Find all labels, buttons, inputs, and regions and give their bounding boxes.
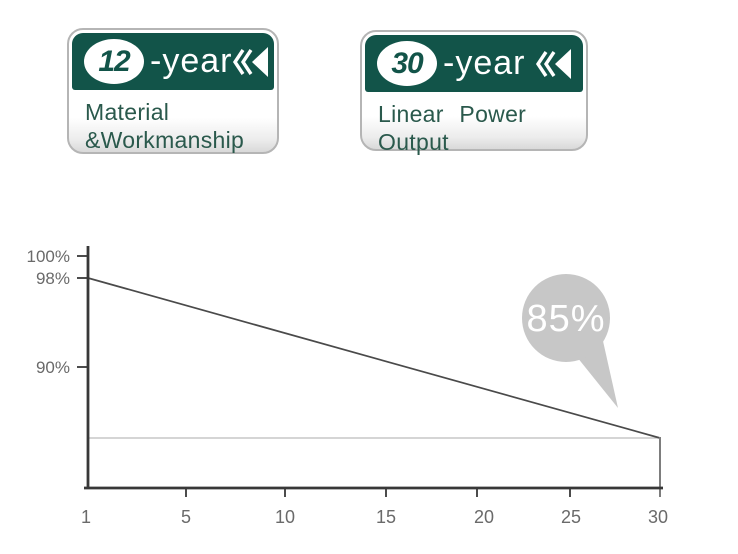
x-tick-label-1: 1	[81, 507, 91, 527]
description-line: Output	[378, 129, 449, 156]
rewind-icon	[535, 48, 571, 79]
year-number: 12	[98, 44, 130, 78]
callout-value-label: 85%	[526, 298, 605, 340]
year-number-oval: 30	[377, 41, 437, 86]
x-tick-label-10: 10	[275, 507, 295, 527]
x-tick-label-25: 25	[561, 507, 581, 527]
x-tick-label-20: 20	[474, 507, 494, 527]
badge-30-year: 30 -year Linear Power Output	[360, 30, 588, 155]
year-number-oval: 12	[84, 39, 144, 84]
year-suffix: -year	[150, 42, 233, 80]
callout-circle	[522, 274, 610, 362]
badge-12-year-header: 12 -year	[72, 33, 274, 90]
y-tick-label-98: 98%	[36, 269, 70, 288]
y-tick-label-90: 90%	[36, 358, 70, 377]
x-tick-label-30: 30	[648, 507, 668, 527]
x-tick-label-5: 5	[181, 507, 191, 527]
badge-12-year-description: Material &Workmanship	[72, 90, 274, 154]
description-line: &Workmanship	[85, 127, 245, 154]
badge-12-year: 12 -year Material &Workmanship	[67, 28, 279, 154]
year-number: 30	[391, 46, 423, 80]
badge-30-year-description: Linear Power Output	[365, 92, 583, 156]
callout-bubble-85pct: 85%	[522, 274, 618, 408]
y-tick-label-100: 100%	[27, 247, 70, 266]
rewind-icon	[233, 46, 269, 77]
description-line: Linear Power	[378, 101, 527, 127]
power-output-series-line	[87, 277, 661, 439]
badge-30-year-header: 30 -year	[365, 35, 583, 92]
description-line: Material	[85, 99, 170, 125]
x-tick-label-15: 15	[376, 507, 396, 527]
year-suffix: -year	[443, 44, 526, 82]
